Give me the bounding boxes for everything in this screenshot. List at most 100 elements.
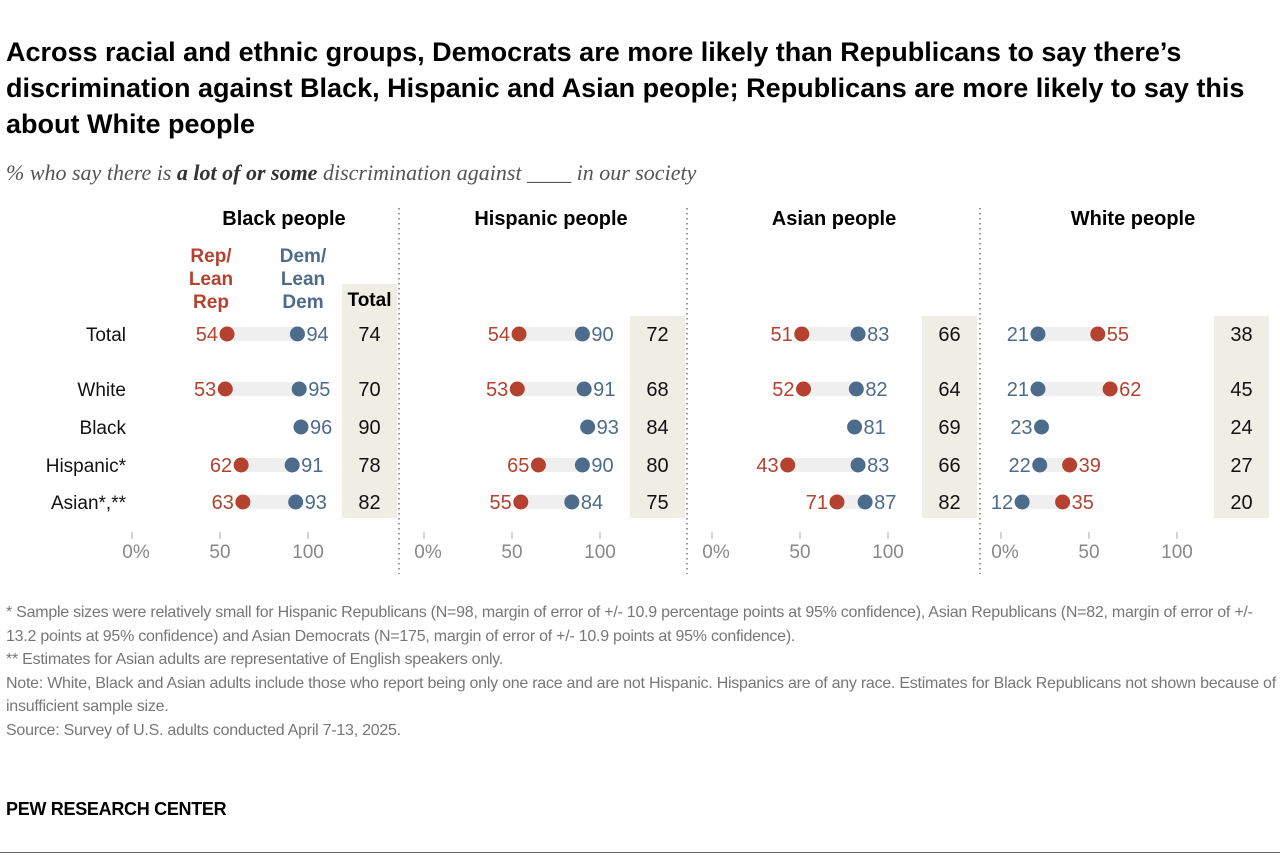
dem-dot bbox=[291, 381, 307, 397]
total-column-bg bbox=[630, 316, 685, 518]
dem-dot bbox=[1033, 419, 1049, 435]
chart-subtitle: % who say there is a lot of or some disc… bbox=[6, 160, 696, 186]
dem-value-label: 21 bbox=[1007, 324, 1029, 346]
dem-value-label: 91 bbox=[301, 455, 323, 477]
range-bar bbox=[517, 382, 585, 396]
dem-dot bbox=[574, 326, 590, 342]
rep-value-label: 54 bbox=[488, 324, 510, 346]
total-value-label: 24 bbox=[1230, 417, 1252, 439]
total-value-label: 27 bbox=[1230, 455, 1252, 477]
rep-dot bbox=[780, 457, 796, 473]
rep-dot bbox=[509, 381, 525, 397]
x-tick-label: 50 bbox=[789, 542, 810, 563]
dem-dot bbox=[574, 457, 590, 473]
dem-value-label: 82 bbox=[865, 379, 887, 401]
x-tick-label: 50 bbox=[209, 542, 230, 563]
rep-value-label: 71 bbox=[806, 492, 828, 514]
range-bar bbox=[225, 382, 300, 396]
x-tick-label: 50 bbox=[1078, 542, 1099, 563]
total-value-label: 82 bbox=[938, 492, 960, 514]
x-tick-label: 100 bbox=[292, 542, 324, 563]
dem-value-label: 90 bbox=[591, 324, 613, 346]
dem-value-label: 81 bbox=[864, 417, 886, 439]
rep-dot bbox=[1055, 494, 1071, 510]
dem-dot bbox=[1014, 494, 1030, 510]
dem-value-label: 22 bbox=[1008, 455, 1030, 477]
bottom-rule bbox=[0, 852, 1280, 853]
total-value-label: 75 bbox=[646, 492, 668, 514]
total-value-label: 20 bbox=[1230, 492, 1252, 514]
range-bar bbox=[836, 495, 866, 509]
range-bar bbox=[801, 327, 859, 341]
subtitle-text-end: discrimination against ____ in our socie… bbox=[317, 160, 697, 185]
dem-value-label: 93 bbox=[597, 417, 619, 439]
dem-value-label: 23 bbox=[1010, 417, 1032, 439]
total-value-label: 69 bbox=[938, 417, 960, 439]
range-bar bbox=[787, 458, 859, 472]
dem-value-label: 21 bbox=[1007, 379, 1029, 401]
subtitle-emphasis: a lot of or some bbox=[176, 160, 318, 185]
total-value-label: 66 bbox=[938, 324, 960, 346]
dem-value-label: 84 bbox=[581, 492, 603, 514]
rep-dot bbox=[1090, 326, 1106, 342]
panel-title: Asian people bbox=[772, 208, 896, 230]
range-bar bbox=[1022, 495, 1063, 509]
total-value-label: 80 bbox=[646, 455, 668, 477]
total-value-label: 68 bbox=[646, 379, 668, 401]
dem-dot bbox=[293, 419, 309, 435]
rep-dot bbox=[530, 457, 546, 473]
x-tick-label: 0% bbox=[414, 542, 442, 563]
rep-value-label: 53 bbox=[194, 379, 216, 401]
rep-value-label: 55 bbox=[490, 492, 512, 514]
range-bar bbox=[519, 327, 583, 341]
rep-dot bbox=[217, 381, 233, 397]
dem-dot bbox=[580, 419, 596, 435]
total-column-bg bbox=[922, 316, 977, 518]
footnote-source: Source: Survey of U.S. adults conducted … bbox=[6, 721, 401, 739]
dem-dot bbox=[284, 457, 300, 473]
rep-value-label: 39 bbox=[1079, 455, 1101, 477]
dem-value-label: 94 bbox=[306, 324, 328, 346]
rep-value-label: 63 bbox=[212, 492, 234, 514]
dem-value-label: 12 bbox=[991, 492, 1013, 514]
x-tick-label: 100 bbox=[1161, 542, 1193, 563]
dem-value-label: 83 bbox=[867, 324, 889, 346]
row-label: Asian*,** bbox=[51, 493, 127, 514]
dem-dot bbox=[850, 457, 866, 473]
rep-value-label: 62 bbox=[1119, 379, 1141, 401]
x-tick-label: 0% bbox=[122, 542, 150, 563]
dem-value-label: 93 bbox=[305, 492, 327, 514]
dem-dot bbox=[288, 494, 304, 510]
rep-dot bbox=[219, 326, 235, 342]
x-tick-label: 100 bbox=[584, 542, 616, 563]
total-value-label: 78 bbox=[358, 455, 380, 477]
legend-dem: Dem/ bbox=[280, 246, 327, 267]
rep-dot bbox=[233, 457, 249, 473]
legend-rep: Rep/ bbox=[190, 246, 232, 267]
total-column-bg bbox=[1214, 316, 1269, 518]
row-label: Hispanic* bbox=[46, 456, 127, 477]
rep-dot bbox=[1062, 457, 1078, 473]
rep-dot bbox=[1102, 381, 1118, 397]
dem-dot bbox=[1030, 326, 1046, 342]
range-bar bbox=[227, 327, 298, 341]
row-label: Total bbox=[86, 325, 126, 346]
rep-value-label: 65 bbox=[507, 455, 529, 477]
dem-dot bbox=[857, 494, 873, 510]
dem-dot bbox=[850, 326, 866, 342]
dem-dot bbox=[847, 419, 863, 435]
dem-value-label: 95 bbox=[308, 379, 330, 401]
dem-value-label: 96 bbox=[310, 417, 332, 439]
range-bar bbox=[1037, 327, 1098, 341]
total-value-label: 72 bbox=[646, 324, 668, 346]
range-bar bbox=[538, 458, 583, 472]
panel-title: Hispanic people bbox=[474, 208, 627, 230]
panel-title: Black people bbox=[222, 208, 345, 230]
total-value-label: 70 bbox=[358, 379, 380, 401]
x-tick-label: 100 bbox=[872, 542, 904, 563]
total-value-label: 38 bbox=[1230, 324, 1252, 346]
rep-dot bbox=[829, 494, 845, 510]
footnote-sample-sizes: * Sample sizes were relatively small for… bbox=[6, 604, 1253, 645]
dem-value-label: 87 bbox=[874, 492, 896, 514]
rep-dot bbox=[796, 381, 812, 397]
